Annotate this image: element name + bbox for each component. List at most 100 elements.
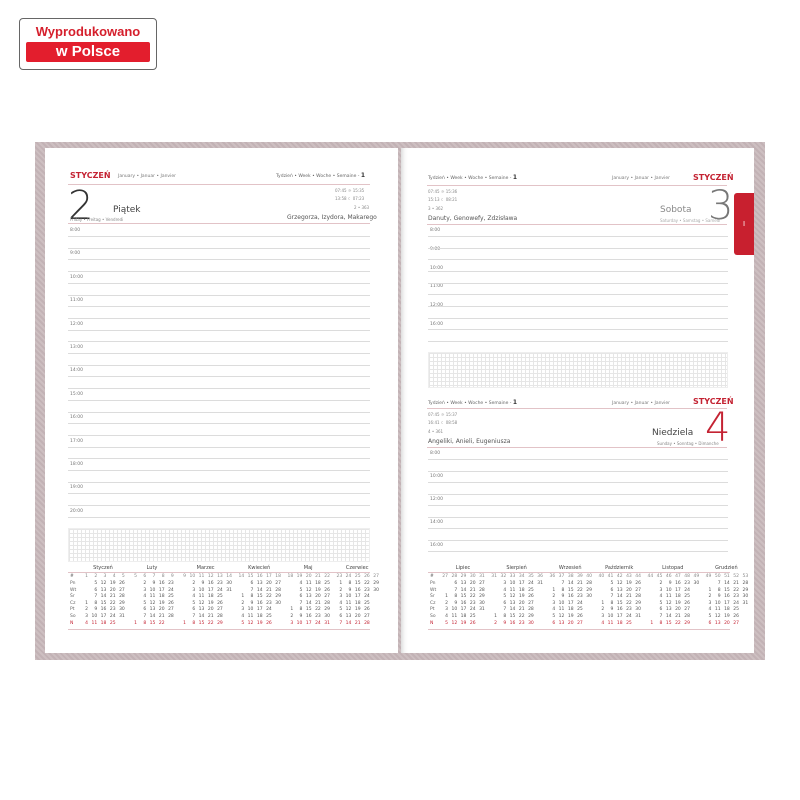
calendar-day: 18 bbox=[675, 594, 681, 600]
writing-line bbox=[428, 282, 728, 284]
calendar-day: 5 bbox=[339, 607, 343, 613]
calendar-day: 6 bbox=[299, 594, 303, 600]
calendar-day: 5 bbox=[659, 600, 663, 606]
calendar-day: 28 bbox=[168, 614, 174, 619]
calendar-day: 1 bbox=[445, 594, 448, 600]
week-number: 36 bbox=[549, 574, 556, 579]
calendar-divider bbox=[428, 629, 730, 630]
calendar-day: 26 bbox=[266, 620, 272, 626]
writing-line bbox=[428, 236, 728, 237]
hour-label: 11:00 bbox=[70, 298, 83, 304]
week-number: 12 bbox=[207, 574, 214, 579]
calendar-day: 4 bbox=[85, 620, 88, 626]
month-title: STYCZEŃ bbox=[693, 397, 734, 406]
calendar-day: 31 bbox=[537, 581, 543, 586]
sun-times: 07:45 ☼ 15:36 bbox=[428, 189, 457, 194]
hour-label: 18:00 bbox=[70, 462, 83, 467]
calendar-day: 18 bbox=[100, 620, 107, 626]
calendar-day: 4 bbox=[445, 614, 448, 619]
week-number: 32 bbox=[500, 574, 507, 579]
calendar-day: 27 bbox=[119, 587, 125, 593]
calendar-day: 9 bbox=[717, 594, 721, 600]
hour-label: 12:00 bbox=[430, 497, 443, 503]
calendar-day: 5 bbox=[610, 581, 614, 586]
month-name: Wrzesień bbox=[558, 565, 582, 571]
day-divider bbox=[427, 224, 727, 225]
weekday-label: N bbox=[430, 620, 434, 626]
hour-label: 12:00 bbox=[430, 303, 443, 308]
calendar-day: 2 bbox=[445, 600, 448, 606]
calendar-day: 8 bbox=[348, 581, 352, 586]
calendar-day: 4 bbox=[143, 594, 147, 600]
calendar-day: 2 bbox=[659, 581, 663, 586]
month-name: Grudzień bbox=[715, 565, 738, 571]
sunrise: 07:45 bbox=[335, 188, 347, 193]
moon-icon: ☾ bbox=[440, 197, 445, 202]
calendar-day: 23 bbox=[266, 600, 272, 606]
calendar-day: 28 bbox=[528, 607, 534, 613]
calendar-day: 20 bbox=[109, 587, 116, 593]
calendar-day: 1 bbox=[708, 587, 712, 593]
week-number: 39 bbox=[577, 574, 583, 579]
right-page bbox=[401, 148, 754, 653]
week-number: 3 bbox=[103, 574, 107, 579]
calendar-day: 22 bbox=[109, 600, 116, 606]
calendar-day: 27 bbox=[217, 607, 223, 613]
week-number: 14 bbox=[238, 574, 245, 579]
writing-line bbox=[428, 340, 728, 342]
calendar-day: 4 bbox=[339, 600, 343, 606]
month-tab[interactable]: I bbox=[734, 193, 754, 255]
calendar-day: 24 bbox=[577, 600, 583, 606]
week-number: 31 bbox=[479, 574, 485, 579]
calendar-day: 9 bbox=[348, 587, 352, 593]
calendar-day: 16 bbox=[675, 581, 681, 586]
calendar-day: 17 bbox=[460, 607, 467, 613]
writing-line bbox=[68, 353, 370, 354]
writing-line bbox=[68, 411, 370, 413]
calendar-day: 12 bbox=[100, 581, 107, 586]
calendar-day: 28 bbox=[119, 594, 125, 600]
calendar-day: 19 bbox=[724, 614, 730, 619]
calendar-day: 8 bbox=[143, 620, 147, 626]
calendar-day: 11 bbox=[247, 614, 254, 619]
calendar-day: 3 bbox=[445, 607, 448, 613]
calendar-day: 1 bbox=[601, 600, 605, 606]
calendar-day: 23 bbox=[217, 581, 223, 586]
calendar-day: 15 bbox=[198, 620, 205, 626]
writing-line bbox=[428, 459, 728, 460]
calendar-day: 29 bbox=[635, 600, 641, 606]
week-number: 42 bbox=[616, 574, 623, 579]
calendar-day: 5 bbox=[143, 600, 147, 606]
calendar-day: 23 bbox=[626, 607, 632, 613]
calendar-day: 27 bbox=[168, 607, 174, 613]
calendar-day: 28 bbox=[742, 581, 749, 586]
calendar-day: 19 bbox=[518, 594, 525, 600]
weekday-label: Cz bbox=[70, 600, 76, 606]
week-number: 44 bbox=[635, 574, 641, 579]
calendar-day: 22 bbox=[626, 600, 632, 606]
week-number: 9 bbox=[183, 574, 186, 579]
calendar-day: 24 bbox=[626, 614, 632, 619]
writing-line bbox=[68, 505, 370, 507]
week-number: 19 bbox=[296, 574, 303, 579]
writing-line bbox=[428, 294, 728, 296]
calendar-day: 14 bbox=[567, 581, 574, 586]
calendar-day: 7 bbox=[717, 581, 721, 586]
calendar-day: 7 bbox=[659, 614, 663, 619]
hour-label: 17:00 bbox=[70, 438, 83, 444]
calendar-day: 3 bbox=[143, 587, 147, 593]
calendar-day: 10 bbox=[247, 607, 254, 613]
calendar-day: 9 bbox=[561, 594, 565, 600]
calendar-day: 14 bbox=[509, 607, 516, 613]
calendar-day: 1 bbox=[183, 620, 186, 626]
writing-line bbox=[428, 493, 728, 495]
calendar-day: 23 bbox=[684, 581, 690, 586]
calendar-day: 31 bbox=[742, 600, 749, 606]
calendar-day: 29 bbox=[479, 594, 485, 600]
week-number: 45 bbox=[656, 574, 663, 579]
calendar-day: 23 bbox=[315, 614, 321, 619]
writing-line bbox=[68, 341, 370, 343]
calendar-day: 3 bbox=[339, 594, 343, 600]
calendar-day: 3 bbox=[192, 587, 196, 593]
sun-times: 07:45 ☼ 15:37 bbox=[428, 412, 457, 417]
